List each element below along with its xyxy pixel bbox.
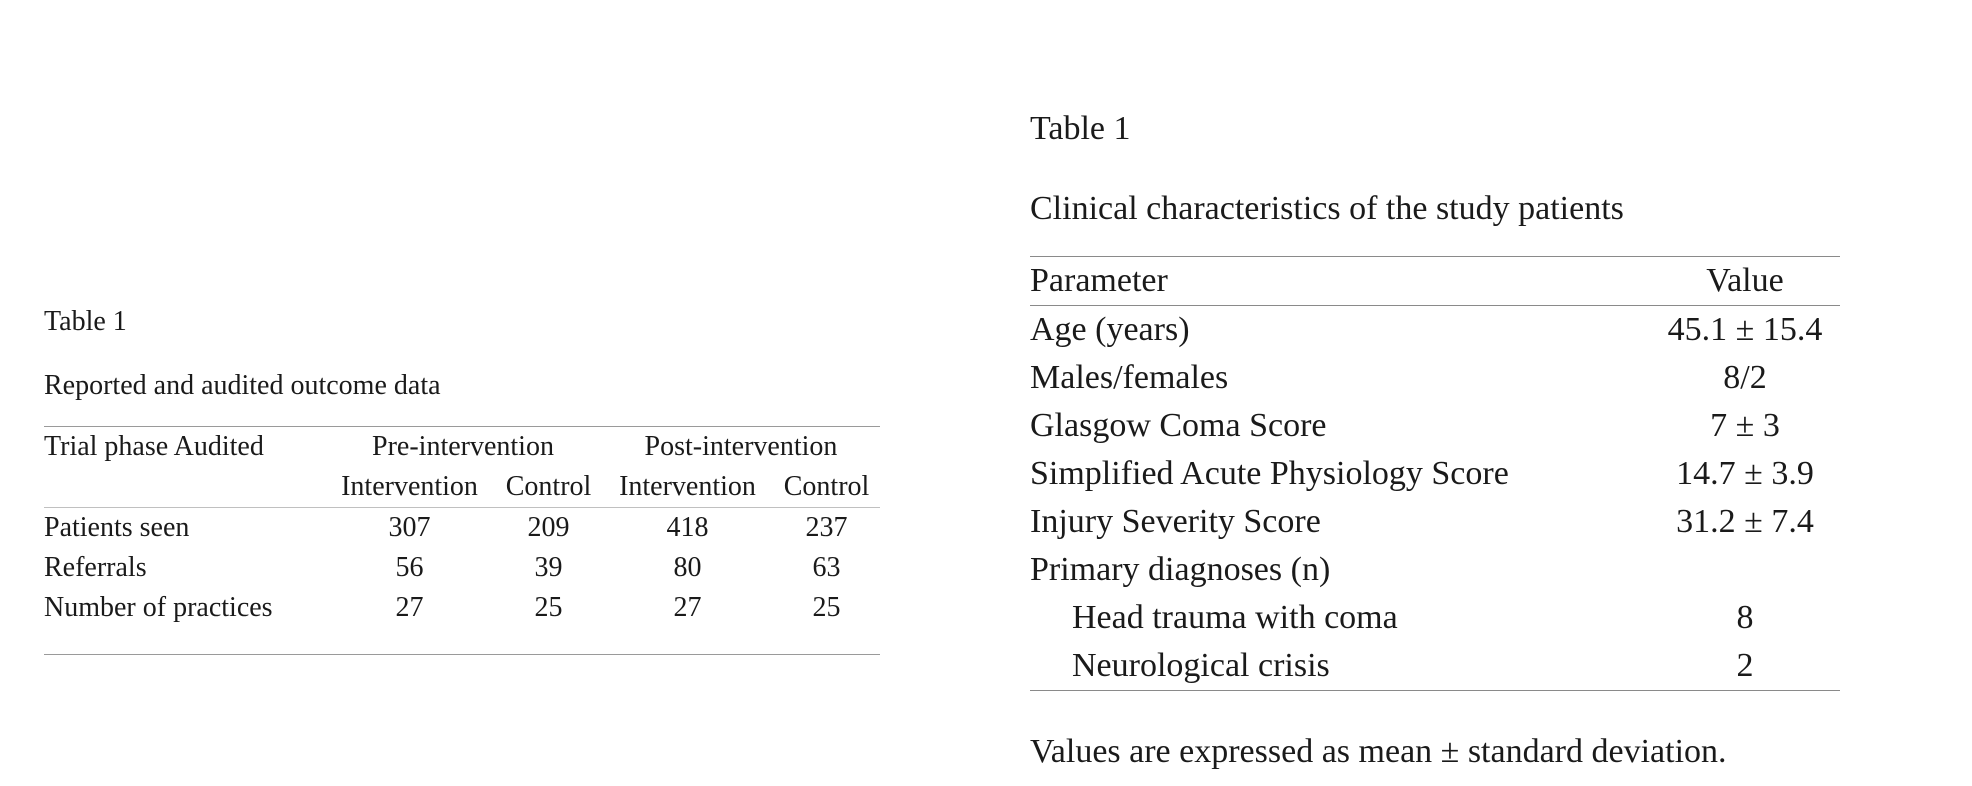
cell-value: 27 [673, 592, 702, 623]
outcome-table: Trial phase Audited Pre-intervention Pos… [44, 426, 880, 655]
table-label: Table 1 [1030, 110, 1131, 147]
header-trial-phase: Trial phase Audited [44, 431, 264, 462]
row-parameter: Primary diagnoses (n) [1030, 551, 1331, 588]
header-control: Control [773, 467, 880, 508]
cell-value: 80 [673, 552, 702, 583]
table-row: Simplified Acute Physiology Score 14.7 ±… [1030, 450, 1840, 498]
row-parameter: Neurological crisis [1072, 647, 1330, 684]
cell-value: 418 [666, 512, 709, 543]
row-value: 14.7 ± 3.9 [1676, 455, 1814, 492]
row-value [1650, 546, 1840, 594]
table-row: Number of practices 27 25 27 25 [44, 588, 880, 655]
table-caption: Clinical characteristics of the study pa… [1030, 190, 1624, 227]
header-intervention: Intervention [601, 467, 774, 508]
header-intervention: Intervention [324, 467, 496, 508]
header-row: Parameter Value [1030, 256, 1840, 306]
row-parameter: Head trauma with coma [1072, 599, 1398, 636]
cell-value: 307 [388, 512, 431, 543]
table-row: Referrals 56 39 80 63 [44, 548, 880, 588]
header-control: Control [495, 467, 602, 508]
table-label: Table 1 [44, 306, 127, 337]
row-parameter: Age (years) [1030, 311, 1190, 348]
row-label: Referrals [44, 552, 147, 583]
header-value: Value [1650, 256, 1840, 306]
row-value: 8/2 [1723, 359, 1767, 396]
cell-value: 237 [805, 512, 848, 543]
header-empty [44, 467, 324, 508]
row-value: 2 [1736, 647, 1754, 684]
table-row: Males/females 8/2 [1030, 354, 1840, 402]
header-row: Trial phase Audited Pre-intervention Pos… [44, 427, 880, 468]
header-pre-intervention: Pre-intervention [372, 431, 554, 462]
cell-value: 27 [395, 592, 424, 623]
table-row: Neurological crisis 2 [1030, 642, 1840, 691]
cell-value: 25 [812, 592, 841, 623]
cell-value: 39 [534, 552, 563, 583]
table-caption: Reported and audited outcome data [44, 370, 441, 401]
table-row: Injury Severity Score 31.2 ± 7.4 [1030, 498, 1840, 546]
table-footnote: Values are expressed as mean ± standard … [1030, 733, 1727, 770]
row-parameter: Injury Severity Score [1030, 503, 1321, 540]
table-row: Glasgow Coma Score 7 ± 3 [1030, 402, 1840, 450]
outcome-table-block: Table 1 Reported and audited outcome dat… [44, 304, 884, 655]
subheader-row: Intervention Control Intervention Contro… [44, 467, 880, 508]
header-post-intervention: Post-intervention [644, 431, 838, 462]
row-value: 31.2 ± 7.4 [1676, 503, 1814, 540]
row-label: Patients seen [44, 512, 190, 543]
clinical-table: Parameter Value Age (years) 45.1 ± 15.4 … [1030, 256, 1840, 691]
table-row: Age (years) 45.1 ± 15.4 [1030, 306, 1840, 355]
table-row: Patients seen 307 209 418 237 [44, 508, 880, 549]
row-value: 7 ± 3 [1710, 407, 1780, 444]
row-label: Number of practices [44, 592, 273, 623]
cell-value: 209 [527, 512, 570, 543]
cell-value: 56 [395, 552, 424, 583]
row-value: 8 [1736, 599, 1754, 636]
header-parameter: Parameter [1030, 256, 1650, 306]
clinical-table-block: Table 1 Clinical characteristics of the … [1030, 106, 1960, 775]
row-value: 45.1 ± 15.4 [1667, 311, 1823, 348]
row-parameter: Simplified Acute Physiology Score [1030, 455, 1509, 492]
table-row: Primary diagnoses (n) [1030, 546, 1840, 594]
row-parameter: Glasgow Coma Score [1030, 407, 1327, 444]
row-parameter: Males/females [1030, 359, 1229, 396]
cell-value: 25 [534, 592, 563, 623]
cell-value: 63 [812, 552, 841, 583]
table-row: Head trauma with coma 8 [1030, 594, 1840, 642]
